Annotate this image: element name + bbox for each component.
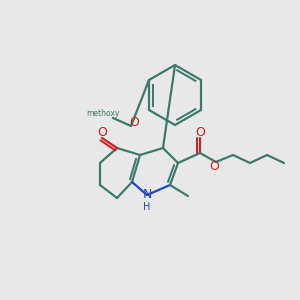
Text: methoxy: methoxy: [86, 110, 120, 118]
Text: O: O: [195, 127, 205, 140]
Text: O: O: [209, 160, 219, 172]
Text: O: O: [129, 116, 139, 128]
Text: H: H: [143, 202, 151, 212]
Text: O: O: [97, 127, 107, 140]
Text: N: N: [142, 188, 152, 202]
